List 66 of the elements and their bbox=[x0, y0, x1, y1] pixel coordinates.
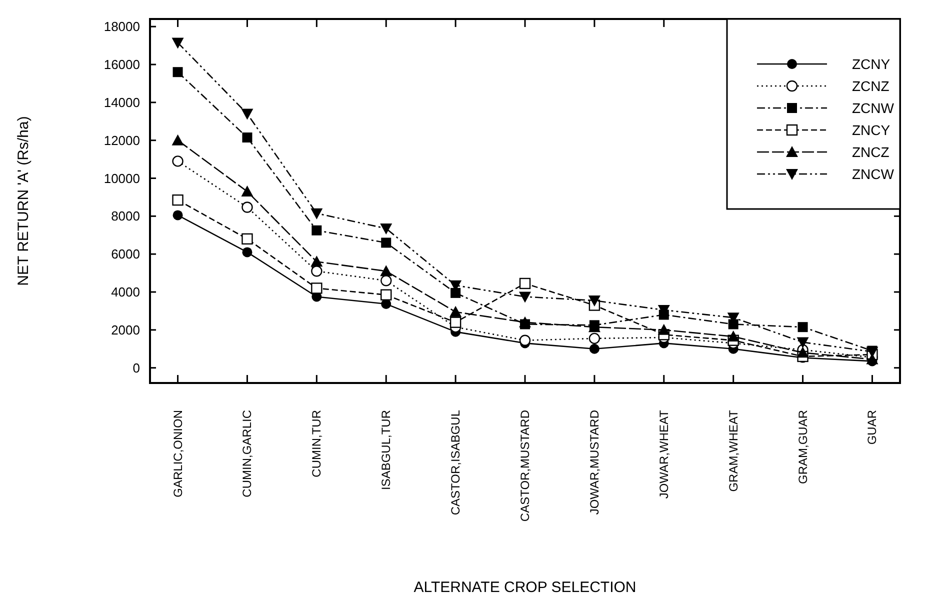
point bbox=[242, 132, 252, 142]
x-tick-label: CUMIN,GARLIC bbox=[240, 410, 254, 498]
point bbox=[588, 332, 600, 344]
point bbox=[380, 289, 392, 300]
point bbox=[450, 316, 462, 328]
legend-label: ZCNW bbox=[852, 100, 895, 116]
point bbox=[450, 306, 462, 317]
x-tick-label: CASTOR,MUSTARD bbox=[518, 410, 532, 522]
y-tick-label: 8000 bbox=[111, 208, 140, 224]
x-tick-label: GARLIC,ONION bbox=[170, 410, 185, 498]
point bbox=[381, 238, 392, 248]
y-tick-label: 2000 bbox=[111, 322, 140, 338]
point bbox=[380, 265, 392, 276]
point bbox=[380, 223, 392, 234]
point bbox=[798, 322, 808, 332]
point bbox=[172, 38, 184, 49]
point bbox=[311, 282, 322, 294]
point bbox=[241, 186, 254, 197]
x-tick-label: GUAR bbox=[865, 410, 880, 445]
point bbox=[519, 334, 531, 346]
y-tick-label: 6000 bbox=[111, 246, 140, 262]
point bbox=[311, 266, 322, 277]
point bbox=[727, 330, 740, 342]
point bbox=[658, 324, 670, 335]
y-tick-label: 18000 bbox=[104, 19, 140, 34]
y-tick-label: 12000 bbox=[104, 132, 140, 148]
point bbox=[310, 256, 323, 267]
point bbox=[519, 292, 531, 303]
legend-label: ZNCZ bbox=[852, 144, 890, 160]
x-axis-title: ALTERNATE CROP SELECTION bbox=[414, 579, 636, 596]
point bbox=[241, 108, 254, 120]
point bbox=[172, 67, 183, 78]
point bbox=[310, 208, 323, 220]
point bbox=[519, 316, 531, 328]
x-tick-label: CUMIN,TUR bbox=[310, 410, 324, 478]
y-tick-label: 10000 bbox=[104, 170, 140, 186]
x-tick-label: GRAM,WHEAT bbox=[726, 409, 740, 492]
point bbox=[519, 278, 531, 290]
y-tick-label: 16000 bbox=[104, 57, 140, 72]
legend-label: ZNCW bbox=[852, 166, 895, 182]
point bbox=[242, 247, 252, 258]
point bbox=[380, 275, 392, 286]
point bbox=[588, 296, 600, 307]
y-axis-title: NET RETURN 'A' (Rs/ha) bbox=[15, 116, 32, 286]
legend-label: ZNCY bbox=[852, 122, 891, 138]
x-tick-label: CASTOR,ISABGUL bbox=[448, 410, 463, 516]
point bbox=[796, 346, 809, 358]
point bbox=[796, 337, 809, 348]
y-tick-label: 0 bbox=[132, 360, 140, 376]
point bbox=[242, 202, 253, 213]
x-tick-label: JOWAR,WHEAT bbox=[656, 409, 671, 499]
x-tick-label: ISABGUL,TUR bbox=[379, 410, 394, 490]
point bbox=[172, 210, 183, 220]
point bbox=[242, 233, 253, 245]
point bbox=[172, 156, 184, 167]
point bbox=[450, 288, 461, 298]
x-tick-label: JOWAR,MUSTARD bbox=[587, 410, 602, 515]
point bbox=[172, 194, 184, 206]
point bbox=[172, 134, 184, 146]
y-tick-label: 4000 bbox=[111, 284, 140, 300]
point bbox=[312, 225, 322, 236]
x-tick-label: GRAM,GUAR bbox=[796, 410, 810, 484]
legend-label: ZCNY bbox=[852, 56, 891, 72]
legend-label: ZCNZ bbox=[852, 78, 890, 94]
y-tick-label: 14000 bbox=[104, 94, 140, 110]
point bbox=[589, 344, 600, 354]
